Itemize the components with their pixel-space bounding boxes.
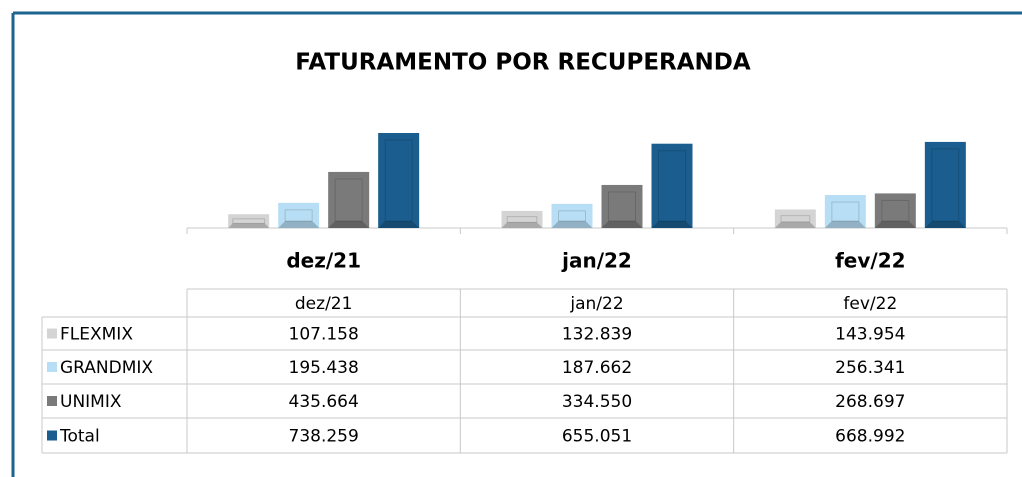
bar-bevel	[931, 148, 960, 222]
bar-shade	[924, 221, 966, 228]
table-cell: 334.550	[562, 392, 632, 412]
bar-shade	[278, 221, 320, 228]
bar-bevel	[384, 139, 413, 222]
x-tick-label: dez/21	[286, 249, 361, 273]
bar-bevel	[558, 210, 586, 222]
table-header: dez/21	[295, 294, 353, 314]
bar-bevel	[232, 218, 266, 224]
bar-bevel	[284, 209, 313, 222]
table-header: jan/22	[569, 294, 623, 314]
table-cell: 268.697	[835, 392, 905, 412]
bar-shade	[551, 221, 593, 228]
table-cell: 132.839	[562, 325, 632, 345]
bar-bevel	[831, 201, 860, 222]
legend-key	[47, 396, 57, 406]
bar-bevel	[881, 199, 910, 222]
table-cell: 738.259	[289, 427, 359, 447]
x-tick-label: fev/22	[835, 249, 905, 273]
table-header: fev/22	[843, 294, 897, 314]
table-cell: 435.664	[289, 392, 359, 412]
chart-title: FATURAMENTO POR RECUPERANDA	[295, 50, 751, 76]
bar-bevel	[658, 150, 686, 222]
legend-label: UNIMIX	[60, 392, 122, 412]
bar-bevel	[780, 215, 811, 223]
bar-bevel	[608, 191, 636, 222]
legend-key	[47, 430, 57, 441]
table-cell: 187.662	[562, 358, 632, 378]
legend-label: GRANDMIX	[60, 358, 153, 378]
table-cell: 256.341	[835, 358, 905, 378]
table-cell: 668.992	[835, 427, 905, 447]
bar-shade	[378, 221, 420, 228]
bar-shade	[501, 222, 543, 228]
bar-shade	[874, 221, 916, 228]
legend-label: FLEXMIX	[60, 325, 133, 345]
bar-bevel	[334, 178, 363, 222]
legend-key	[47, 362, 57, 372]
bar-bevel	[506, 216, 538, 223]
table-cell: 107.158	[289, 325, 359, 345]
bar-shade	[651, 221, 693, 228]
bar-shade	[228, 223, 270, 228]
legend-key	[47, 328, 57, 339]
bar-shade	[328, 221, 370, 228]
table-cell: 655.051	[562, 427, 632, 447]
bar-shade	[774, 221, 816, 228]
table-cell: 143.954	[835, 325, 905, 345]
bar-shade	[601, 221, 643, 228]
legend-label: Total	[59, 427, 100, 447]
table-cell: 195.438	[289, 358, 359, 378]
x-tick-label: jan/22	[561, 249, 632, 273]
bar-shade	[824, 221, 866, 228]
